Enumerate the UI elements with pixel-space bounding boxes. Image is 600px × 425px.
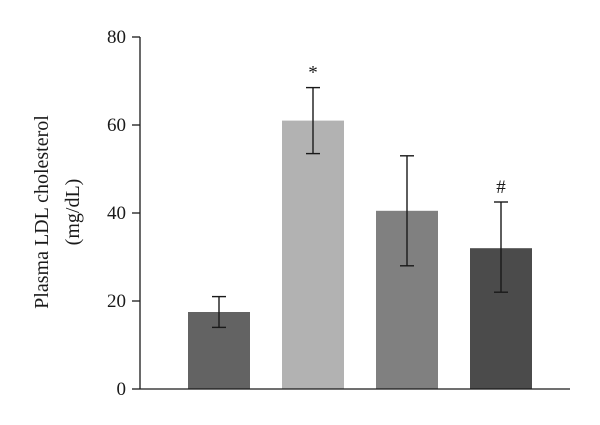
y-tick-label-80: 80 <box>107 27 126 48</box>
y-tick-label-40: 40 <box>107 203 126 224</box>
error-bar-1 <box>212 295 226 329</box>
y-axis-label-line-1: Plasma LDL cholesterol <box>31 115 53 309</box>
y-axis-label: Plasma LDL cholesterol (mg/dL) <box>31 115 84 309</box>
y-tick-label-20: 20 <box>107 291 126 312</box>
significance-marker-4: # <box>496 177 506 198</box>
y-ticks-group: 0 20 40 60 80 <box>107 27 140 400</box>
error-bar-4 <box>494 201 508 293</box>
bar-2 <box>282 120 344 389</box>
annotations-group: *# <box>308 63 506 198</box>
y-tick-label-0: 0 <box>117 379 127 400</box>
y-axis-label-line-2: (mg/dL) <box>62 179 84 246</box>
error-bar-2 <box>306 86 320 155</box>
error-bars-group <box>212 86 508 329</box>
bars-group <box>188 120 532 389</box>
y-tick-label-60: 60 <box>107 115 126 136</box>
error-bar-3 <box>400 155 414 267</box>
significance-marker-2: * <box>308 63 318 84</box>
